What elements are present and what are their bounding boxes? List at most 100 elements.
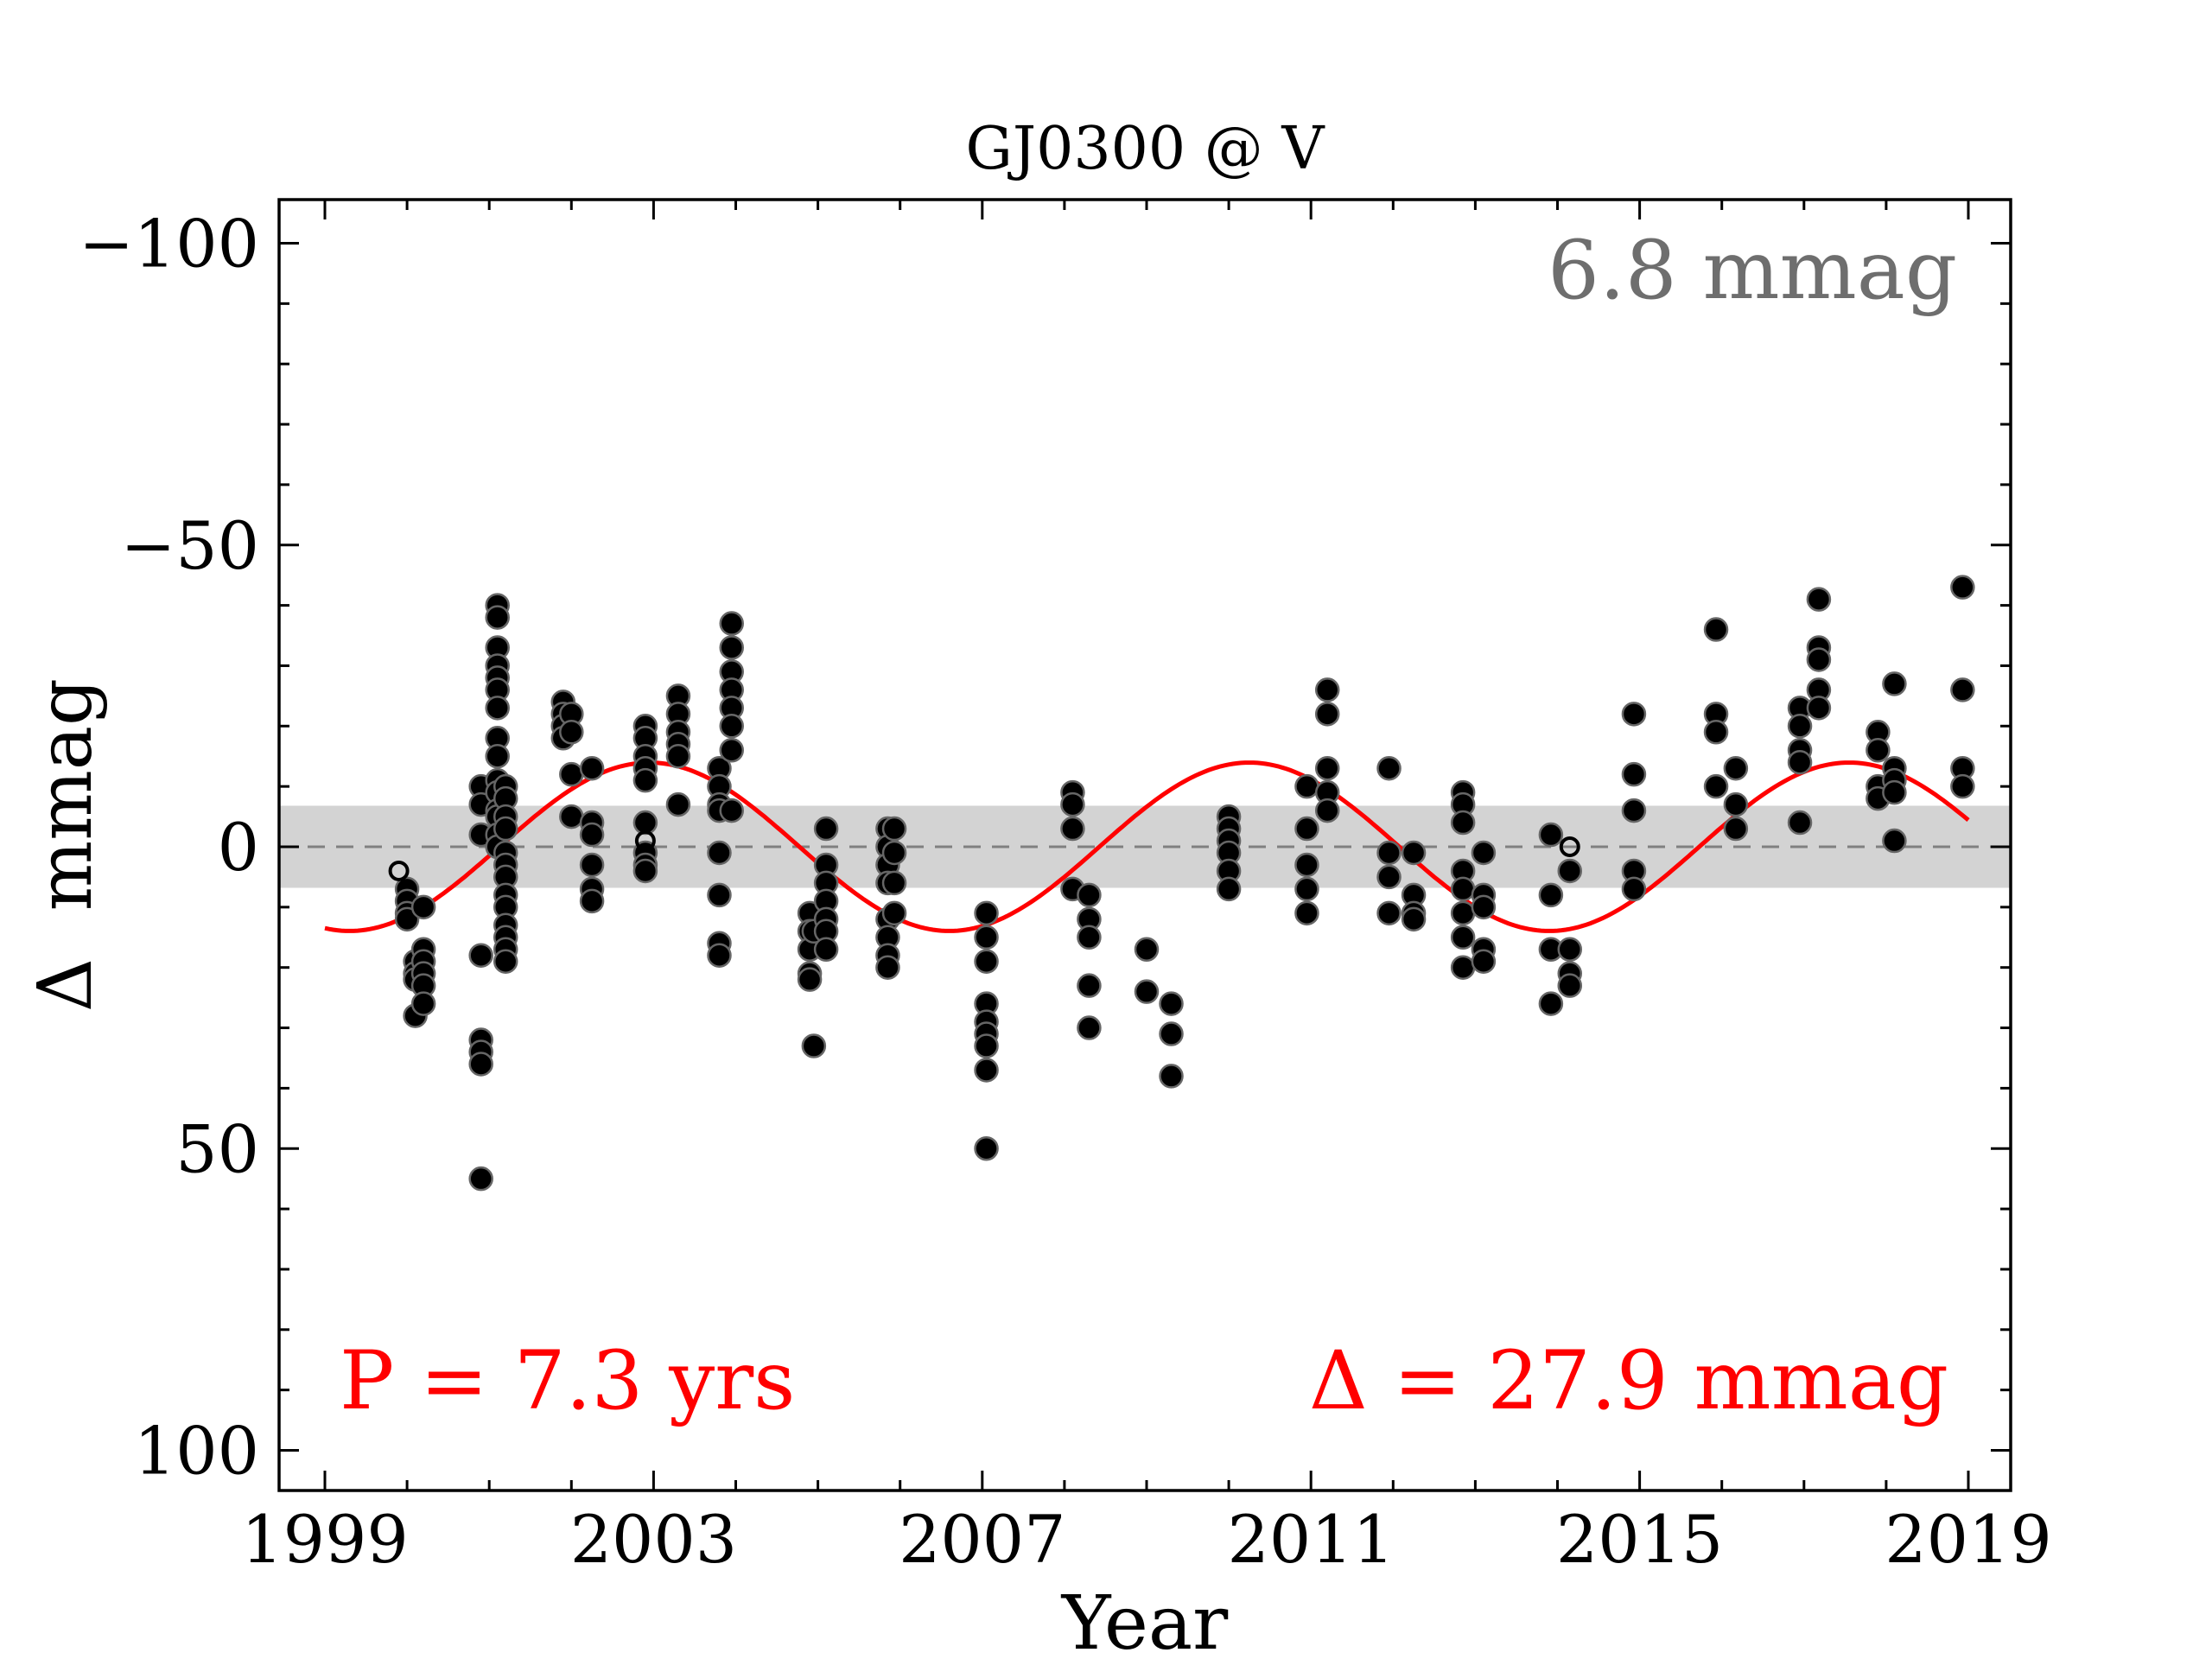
data-point	[1557, 858, 1583, 884]
x-tick-label: 2007	[899, 1501, 1065, 1578]
data-point	[719, 737, 744, 763]
data-point	[1401, 906, 1427, 932]
data-point	[1134, 937, 1160, 962]
data-point	[1806, 647, 1832, 672]
plot-frame	[277, 198, 2012, 1492]
data-point	[1787, 749, 1813, 775]
data-point	[797, 967, 823, 992]
data-point	[1159, 991, 1184, 1016]
data-point	[632, 858, 658, 884]
data-point	[1538, 822, 1564, 848]
data-point	[1866, 737, 1891, 763]
data-point	[1538, 991, 1564, 1016]
data-point	[974, 949, 999, 974]
x-tick-label: 2019	[1885, 1501, 2051, 1578]
data-point	[881, 840, 907, 866]
data-point	[1294, 852, 1319, 878]
data-point	[485, 605, 510, 630]
data-point	[1077, 925, 1102, 950]
data-point	[665, 791, 691, 817]
data-point	[559, 720, 584, 745]
data-point	[579, 852, 605, 878]
x-tick-label: 2003	[570, 1501, 737, 1578]
data-point	[1450, 810, 1476, 836]
data-point	[1077, 973, 1102, 998]
data-point	[1557, 937, 1583, 962]
data-point	[468, 1166, 493, 1192]
data-point	[1294, 900, 1319, 926]
plot-area: 1999 2003 2007 2011 2015 2019 −100 −50 0 50 100	[79, 198, 2052, 1578]
data-point	[559, 761, 584, 787]
data-point	[394, 906, 420, 932]
data-point	[1294, 876, 1319, 902]
data-point	[1450, 900, 1476, 926]
data-point	[1471, 894, 1497, 920]
data-point	[1060, 791, 1085, 817]
data-point	[1471, 840, 1497, 866]
data-point	[801, 1033, 827, 1058]
data-point	[1882, 828, 1907, 854]
data-point	[719, 611, 744, 636]
x-axis-label: Year	[1061, 1580, 1229, 1659]
data-point	[1450, 925, 1476, 950]
data-point	[632, 767, 658, 793]
data-point	[493, 816, 518, 842]
data-point	[1703, 617, 1729, 642]
plot-inner	[279, 575, 2011, 1192]
data-point	[1806, 587, 1832, 612]
data-point	[707, 840, 732, 866]
open-data-point	[1559, 836, 1580, 857]
data-point	[468, 943, 493, 968]
amplitude-label: Δ = 27.9 mmag	[1309, 1334, 1948, 1428]
x-tick-label: 2015	[1556, 1501, 1723, 1578]
data-point	[1376, 840, 1402, 866]
data-point	[579, 822, 605, 848]
data-point	[1723, 816, 1749, 842]
data-point	[1314, 702, 1340, 727]
data-point	[1787, 810, 1813, 836]
data-point	[1077, 1015, 1102, 1040]
data-point	[1538, 882, 1564, 908]
data-point	[875, 955, 900, 980]
data-point	[410, 991, 436, 1016]
data-point	[1806, 696, 1832, 721]
data-point	[579, 888, 605, 914]
data-point	[468, 1052, 493, 1077]
data-point	[719, 714, 744, 739]
data-point	[1450, 955, 1476, 980]
x-tick-label: 2011	[1227, 1501, 1394, 1578]
data-point	[974, 1136, 999, 1161]
data-point	[1471, 949, 1497, 974]
data-point	[1060, 816, 1085, 842]
data-point	[1401, 840, 1427, 866]
period-label: P = 7.3 yrs	[340, 1334, 795, 1428]
data-point	[1159, 1021, 1184, 1046]
data-point	[1787, 714, 1813, 739]
y-tick-label: −100	[79, 206, 259, 283]
data-point	[1723, 791, 1749, 817]
open-data-point	[388, 860, 410, 881]
data-point	[1950, 773, 1975, 799]
data-point	[974, 900, 999, 926]
data-point	[881, 900, 907, 926]
open-data-point	[634, 830, 656, 852]
data-point	[1882, 671, 1907, 696]
data-point	[1314, 677, 1340, 702]
y-tick-label: 0	[218, 809, 259, 886]
data-point	[1703, 720, 1729, 745]
data-point	[881, 870, 907, 896]
data-point	[1314, 755, 1340, 781]
y-axis-label: Δ mmag	[22, 678, 109, 1012]
data-point	[1723, 755, 1749, 781]
data-point	[1621, 702, 1647, 727]
data-point	[974, 1058, 999, 1083]
data-point	[1077, 882, 1102, 908]
data-point	[1557, 973, 1583, 998]
data-point	[1376, 864, 1402, 890]
data-point	[881, 816, 907, 842]
data-point	[813, 816, 839, 842]
y-tick-label: 100	[134, 1413, 259, 1490]
data-point	[1450, 876, 1476, 902]
data-point	[974, 1033, 999, 1058]
